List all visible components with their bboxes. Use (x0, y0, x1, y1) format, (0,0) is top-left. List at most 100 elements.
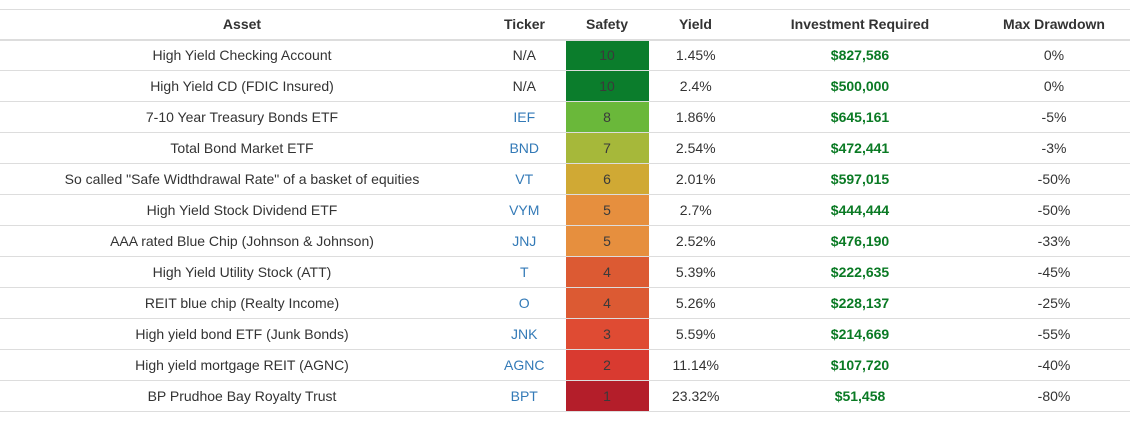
max-drawdown-cell: -55% (978, 318, 1130, 350)
asset-cell: BP Prudhoe Bay Royalty Trust (0, 380, 484, 412)
asset-cell: High yield mortgage REIT (AGNC) (0, 349, 484, 381)
asset-cell: High Yield CD (FDIC Insured) (0, 70, 484, 102)
table-row: BP Prudhoe Bay Royalty Trust BPT 1 23.32% $5… (0, 380, 1130, 412)
ticker-link[interactable]: O (518, 295, 530, 311)
ticker-link[interactable]: AGNC (504, 357, 545, 373)
table-row: AAA rated Blue Chip (Johnson & Johnson) J… (0, 225, 1130, 257)
table-row: Total Bond Market ETF BND 7 2.54% $472,441 -3… (0, 132, 1130, 164)
max-drawdown-cell: -33% (978, 225, 1130, 257)
table-row: High Yield Stock Dividend ETF VYM 5 2.7% $44… (0, 194, 1130, 226)
table-row: 7-10 Year Treasury Bonds ETF IEF 8 1.86% $64… (0, 101, 1130, 133)
ticker-cell: JNK (484, 318, 565, 350)
yield-cell: 1.45% (649, 39, 742, 71)
asset-cell: High Yield Utility Stock (ATT) (0, 256, 484, 288)
table-row: So called "Safe Widthdrawal Rate" of a b… (0, 163, 1130, 195)
max-drawdown-cell: -50% (978, 194, 1130, 226)
max-drawdown-cell: -80% (978, 380, 1130, 412)
table-row: REIT blue chip (Realty Income) O 4 5.26% $22… (0, 287, 1130, 319)
max-drawdown-cell: 0% (978, 70, 1130, 102)
safety-score-cell: 10 (564, 39, 650, 71)
table-row: High Yield CD (FDIC Insured) N/A 10 2.4% $50… (0, 70, 1130, 102)
table-body: High Yield Checking Account N/A 10 1.45% $82… (0, 39, 1130, 412)
investment-required-cell: $476,190 (742, 225, 978, 257)
ticker-cell: AGNC (484, 349, 565, 381)
header-safety[interactable]: Safety (565, 9, 649, 41)
ticker-link[interactable]: JNK (511, 326, 538, 342)
asset-cell: High Yield Checking Account (0, 39, 484, 71)
header-ticker[interactable]: Ticker (484, 9, 565, 41)
header-yield[interactable]: Yield (649, 9, 742, 41)
table-row: High yield mortgage REIT (AGNC) AGNC 2 11.1… (0, 349, 1130, 381)
ticker-cell: O (484, 287, 565, 319)
asset-cell: 7-10 Year Treasury Bonds ETF (0, 101, 484, 133)
ticker-link[interactable]: BND (509, 140, 540, 156)
yield-cell: 11.14% (649, 349, 742, 381)
investment-required-cell: $107,720 (742, 349, 978, 381)
header-investment-required[interactable]: Investment Required (742, 9, 978, 41)
ticker-text: N/A (512, 78, 536, 94)
yield-cell: 2.7% (649, 194, 742, 226)
table-header: Asset Ticker Safety Yield Investment Req… (0, 9, 1130, 41)
ticker-link[interactable]: BPT (510, 388, 538, 404)
safety-score-cell: 4 (564, 287, 650, 319)
max-drawdown-cell: -25% (978, 287, 1130, 319)
ticker-cell: N/A (484, 70, 565, 102)
ticker-link[interactable]: VYM (509, 202, 540, 218)
safety-score-cell: 7 (564, 132, 650, 164)
asset-cell: High yield bond ETF (Junk Bonds) (0, 318, 484, 350)
asset-cell: AAA rated Blue Chip (Johnson & Johnson) (0, 225, 484, 257)
table-row: High Yield Utility Stock (ATT) T 4 5.39% $22… (0, 256, 1130, 288)
safety-score-cell: 10 (564, 70, 650, 102)
ticker-cell: IEF (484, 101, 565, 133)
yield-cell: 2.01% (649, 163, 742, 195)
max-drawdown-cell: 0% (978, 39, 1130, 71)
yield-cell: 23.32% (649, 380, 742, 412)
investment-required-cell: $444,444 (742, 194, 978, 226)
investment-required-cell: $51,458 (742, 380, 978, 412)
safety-score-cell: 5 (564, 225, 650, 257)
ticker-link[interactable]: T (519, 264, 529, 280)
max-drawdown-cell: -3% (978, 132, 1130, 164)
yield-cell: 2.4% (649, 70, 742, 102)
safety-score-cell: 5 (564, 194, 650, 226)
safety-score-cell: 6 (564, 163, 650, 195)
ticker-link[interactable]: IEF (513, 109, 536, 125)
yield-cell: 5.39% (649, 256, 742, 288)
ticker-text: N/A (512, 47, 536, 64)
asset-cell: Total Bond Market ETF (0, 132, 484, 164)
investment-required-cell: $827,586 (742, 39, 978, 71)
safety-score-cell: 4 (564, 256, 650, 288)
max-drawdown-cell: -45% (978, 256, 1130, 288)
investment-required-cell: $222,635 (742, 256, 978, 288)
ticker-cell: VT (484, 163, 565, 195)
max-drawdown-cell: -40% (978, 349, 1130, 381)
header-max-drawdown[interactable]: Max Drawdown (978, 9, 1130, 41)
investment-required-cell: $645,161 (742, 101, 978, 133)
max-drawdown-cell: -5% (978, 101, 1130, 133)
investment-comparison-table: Asset Ticker Safety Yield Investment Req… (0, 9, 1130, 412)
table-row: High Yield Checking Account N/A 10 1.45% $82… (0, 39, 1130, 71)
ticker-cell: T (484, 256, 565, 288)
asset-cell: REIT blue chip (Realty Income) (0, 287, 484, 319)
max-drawdown-cell: -50% (978, 163, 1130, 195)
safety-score-cell: 3 (564, 318, 650, 350)
ticker-link[interactable]: JNJ (512, 233, 537, 249)
yield-cell: 5.26% (649, 287, 742, 319)
ticker-cell: N/A (484, 39, 565, 71)
asset-cell: So called "Safe Widthdrawal Rate" of a b… (0, 163, 484, 195)
safety-score-cell: 2 (564, 349, 650, 381)
ticker-cell: BPT (484, 380, 565, 412)
investment-required-cell: $597,015 (742, 163, 978, 195)
safety-score-cell: 1 (564, 380, 650, 412)
ticker-cell: JNJ (484, 225, 565, 257)
asset-cell: High Yield Stock Dividend ETF (0, 194, 484, 226)
header-asset[interactable]: Asset (0, 9, 484, 41)
ticker-link[interactable]: VT (515, 171, 534, 187)
ticker-cell: VYM (484, 194, 565, 226)
table-row: High yield bond ETF (Junk Bonds) JNK 3 5.59… (0, 318, 1130, 350)
yield-cell: 2.54% (649, 132, 742, 164)
investment-required-cell: $500,000 (742, 70, 978, 102)
safety-score-cell: 8 (564, 101, 650, 133)
investment-required-cell: $214,669 (742, 318, 978, 350)
investment-required-cell: $472,441 (742, 132, 978, 164)
